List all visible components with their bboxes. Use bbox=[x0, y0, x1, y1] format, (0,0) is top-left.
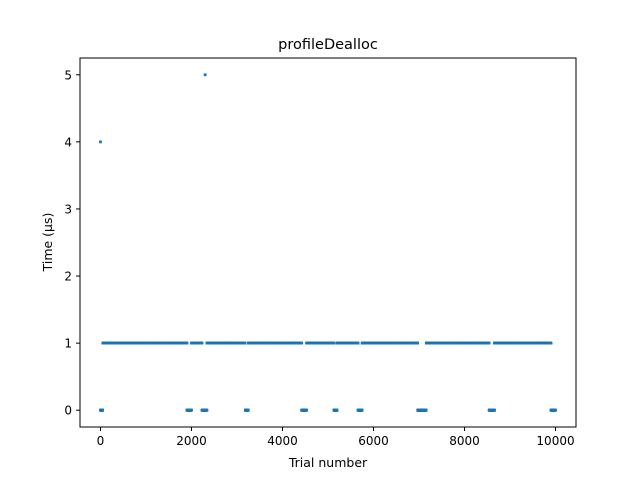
data-point bbox=[190, 408, 193, 412]
data-point bbox=[300, 341, 303, 345]
data-point bbox=[243, 341, 247, 345]
data-point bbox=[185, 341, 189, 345]
data-points bbox=[99, 73, 557, 412]
chart-title: profileDealloc bbox=[278, 37, 378, 53]
data-point bbox=[101, 408, 105, 412]
data-point bbox=[305, 408, 308, 412]
data-point bbox=[247, 408, 250, 412]
data-point bbox=[205, 408, 209, 412]
data-point bbox=[200, 341, 204, 345]
